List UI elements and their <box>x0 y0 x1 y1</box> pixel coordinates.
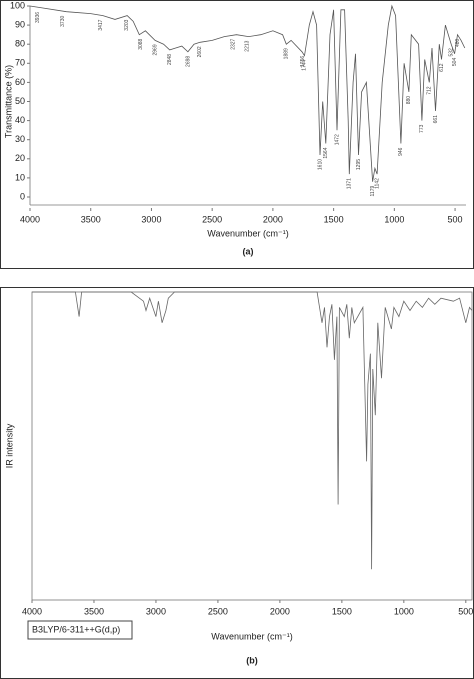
y-tick-label: 20 <box>15 153 25 163</box>
y-tick-label: 90 <box>15 19 25 29</box>
peak-label: 3417 <box>98 19 104 30</box>
x-tick-label: 4000 <box>22 606 42 616</box>
method-label: B3LYP/6-311++G(d,p) <box>32 624 120 634</box>
spectrum-line <box>32 291 473 570</box>
peak-label: 612 <box>439 63 445 72</box>
x-tick-label: 3500 <box>84 606 104 616</box>
peak-label: 3203 <box>124 19 130 30</box>
plot-frame <box>31 291 473 601</box>
peak-label: 1295 <box>356 159 362 170</box>
caption: (a) <box>243 246 254 256</box>
x-tick-label: 1000 <box>394 606 414 616</box>
peak-label: 1564 <box>323 147 329 158</box>
peak-label: 1179 <box>370 186 376 197</box>
peak-label: 3088 <box>138 38 144 49</box>
x-tick-label: 3500 <box>81 214 101 224</box>
peak-label: 1472 <box>334 134 340 145</box>
peak-label: 1756 <box>300 56 306 67</box>
x-tick-label: 3000 <box>141 214 161 224</box>
y-tick-label: 40 <box>15 115 25 125</box>
y-tick-label: 70 <box>15 58 25 68</box>
y-tick-label: 30 <box>15 134 25 144</box>
peak-label: 1889 <box>284 48 290 59</box>
x-tick-label: 1500 <box>332 606 352 616</box>
peak-label: 1744 <box>301 59 307 70</box>
peak-label: 2327 <box>231 38 237 49</box>
y-tick-label: 50 <box>15 96 25 106</box>
peak-label: 712 <box>427 86 433 95</box>
x-tick-label: 2000 <box>263 214 283 224</box>
peak-label: 773 <box>419 124 425 133</box>
peak-label: 2602 <box>197 46 203 57</box>
peak-label: 946 <box>398 147 404 156</box>
caption: (b) <box>246 655 258 665</box>
peak-label: 532 <box>449 48 455 57</box>
y-axis-label: Transmittance (%) <box>3 65 13 138</box>
panel-border <box>0 287 474 679</box>
x-tick-label: 2500 <box>202 214 222 224</box>
y-tick-label: 80 <box>15 39 25 49</box>
x-tick-label: 2000 <box>270 606 290 616</box>
y-tick-label: 60 <box>15 77 25 87</box>
method-box <box>27 620 133 640</box>
peak-label: 2213 <box>244 40 250 51</box>
y-axis-label: IR intensity <box>4 423 14 468</box>
peak-label: 880 <box>406 96 412 105</box>
x-tick-label: 2500 <box>208 606 228 616</box>
x-tick-label: 1000 <box>384 214 404 224</box>
peak-label: 1610 <box>318 159 324 170</box>
y-tick-label: 10 <box>15 172 25 182</box>
peak-label: 3730 <box>60 16 66 27</box>
x-tick-label: 3000 <box>146 606 166 616</box>
peak-label: 2969 <box>153 44 159 55</box>
peak-label: 504 <box>452 58 458 67</box>
peak-label: 1142 <box>374 178 380 189</box>
peak-label: 3936 <box>35 12 41 23</box>
peak-label: 2698 <box>185 56 191 67</box>
peak-label: 661 <box>433 115 439 124</box>
x-tick-label: 4000 <box>20 214 40 224</box>
x-tick-label: 1500 <box>324 214 344 224</box>
peak-label: 2848 <box>167 54 173 65</box>
y-tick-label: 0 <box>20 191 25 201</box>
x-axis-label: Wavenumber (cm⁻¹) <box>207 228 288 238</box>
x-axis-label: Wavenumber (cm⁻¹) <box>211 631 292 641</box>
peak-label: 480 <box>455 38 461 47</box>
y-tick-label: 100 <box>10 0 25 10</box>
spectrum-line <box>29 4 466 182</box>
x-tick-label: 500 <box>458 606 473 616</box>
x-tick-label: 500 <box>448 214 463 224</box>
peak-label: 1371 <box>347 178 353 189</box>
